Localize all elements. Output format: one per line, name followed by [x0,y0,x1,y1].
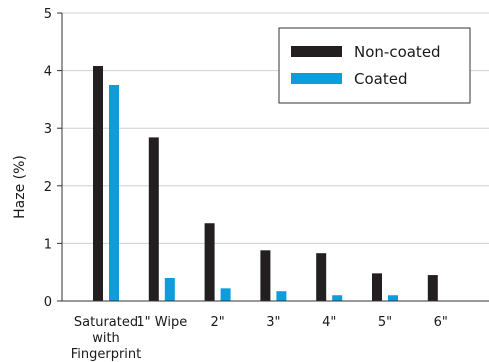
y-tick-labels: 0 1 2 3 4 5 [44,7,52,310]
y-tick-label: 5 [44,7,52,22]
y-tick-label: 4 [44,65,52,80]
bar-coated-4 [332,295,343,301]
bar-non-coated-6 [427,275,438,301]
bar-coated-3 [276,291,287,301]
bars [93,65,438,301]
legend-label-non-coated: Non-coated [354,43,441,61]
bar-non-coated-2 [204,223,215,301]
x-tick-label: 3" [266,315,280,330]
x-tick-label: Saturated with Fingerprint [71,315,142,362]
x-tick-label: 6" [434,315,448,330]
bar-coated-5 [388,295,398,301]
x-tick-label: 1" Wipe [136,315,187,330]
y-tick-label: 3 [44,122,52,137]
y-tick-label: 1 [44,237,52,252]
bar-coated-2 [220,288,231,301]
y-tick-label: 0 [44,295,52,310]
legend-label-coated: Coated [354,70,407,88]
x-tick-label: 4" [322,315,336,330]
y-tick-label: 2 [44,180,52,195]
bar-non-coated-4 [316,253,327,301]
legend-box [278,27,471,104]
bar-non-coated-1 [148,137,159,301]
legend-swatch-coated [291,73,342,84]
bar-non-coated-0 [93,65,103,301]
bar-non-coated-5 [372,273,382,301]
y-axis-title: Haze (%) [12,155,28,219]
x-tick-label: 2" [210,315,224,330]
legend-swatch-non-coated [291,46,342,57]
x-tick-label: 5" [378,315,392,330]
legend: Non-coated Coated [278,27,471,104]
bar-coated-1 [164,277,175,301]
bar-non-coated-3 [260,250,271,301]
axes [57,12,489,302]
bar-coated-0 [109,85,119,301]
